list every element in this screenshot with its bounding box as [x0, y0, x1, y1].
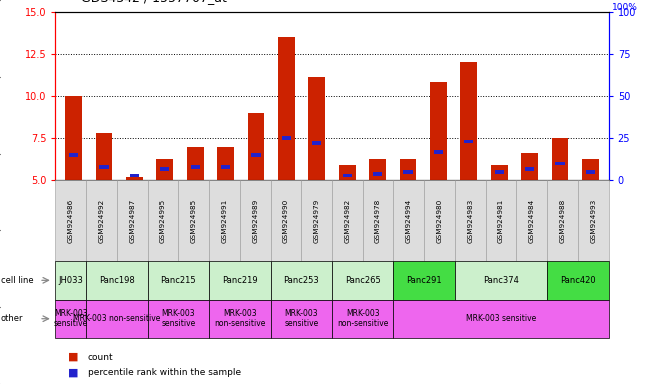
Bar	[217, 147, 234, 180]
Bar	[430, 83, 447, 180]
Text: count: count	[88, 353, 113, 362]
Text: GSM924992: GSM924992	[98, 199, 104, 243]
Bar	[495, 170, 504, 174]
Text: GSM924994: GSM924994	[406, 199, 412, 243]
Text: MRK-003
non-sensitive: MRK-003 non-sensitive	[214, 309, 266, 328]
Text: Panc420: Panc420	[560, 276, 596, 285]
Bar	[582, 159, 599, 180]
Bar	[521, 154, 538, 180]
Text: Panc253: Panc253	[283, 276, 319, 285]
Bar	[404, 170, 413, 174]
Text: GSM924981: GSM924981	[498, 199, 504, 243]
Text: GDS4342 / 1557707_at: GDS4342 / 1557707_at	[81, 0, 227, 4]
Bar	[65, 96, 82, 180]
Bar	[156, 159, 173, 180]
Bar	[373, 172, 382, 175]
Text: MRK-003
sensitive: MRK-003 sensitive	[53, 309, 88, 328]
Text: Panc219: Panc219	[222, 276, 258, 285]
Text: Panc198: Panc198	[99, 276, 135, 285]
Bar	[551, 138, 568, 180]
Text: MRK-003
non-sensitive: MRK-003 non-sensitive	[337, 309, 389, 328]
Bar	[130, 174, 139, 177]
Text: MRK-003
sensitive: MRK-003 sensitive	[161, 309, 195, 328]
Text: GSM924986: GSM924986	[68, 199, 74, 243]
Bar	[460, 62, 477, 180]
Text: GSM924978: GSM924978	[375, 199, 381, 243]
Bar	[434, 150, 443, 154]
Bar	[100, 165, 109, 169]
Text: Panc215: Panc215	[161, 276, 196, 285]
Bar	[247, 113, 264, 180]
Text: ■: ■	[68, 352, 79, 362]
Bar	[160, 167, 169, 170]
Bar	[69, 153, 78, 157]
Bar	[282, 136, 291, 140]
Text: GSM924989: GSM924989	[252, 199, 258, 243]
Bar	[221, 165, 230, 169]
Bar	[278, 37, 295, 180]
Bar	[187, 147, 204, 180]
Bar	[191, 165, 200, 169]
Text: 100%: 100%	[612, 3, 638, 12]
Text: GSM924995: GSM924995	[160, 199, 166, 243]
Text: GSM924985: GSM924985	[191, 199, 197, 243]
Text: Panc265: Panc265	[345, 276, 381, 285]
Bar	[126, 177, 143, 180]
Text: cell line: cell line	[1, 276, 33, 285]
Text: GSM924990: GSM924990	[283, 199, 289, 243]
Text: Panc374: Panc374	[483, 276, 519, 285]
Text: percentile rank within the sample: percentile rank within the sample	[88, 368, 241, 377]
Text: MRK-003
sensitive: MRK-003 sensitive	[284, 309, 318, 328]
Bar	[464, 140, 473, 144]
Bar	[400, 159, 417, 180]
Bar	[251, 153, 260, 157]
Bar	[525, 167, 534, 170]
Text: GSM924982: GSM924982	[344, 199, 350, 243]
Bar	[339, 165, 355, 180]
Bar	[342, 174, 352, 177]
Text: GSM924988: GSM924988	[560, 199, 566, 243]
Bar	[309, 78, 325, 180]
Text: MRK-003 non-sensitive: MRK-003 non-sensitive	[73, 314, 161, 323]
Text: GSM924979: GSM924979	[314, 199, 320, 243]
Text: GSM924983: GSM924983	[467, 199, 473, 243]
Bar	[586, 170, 595, 174]
Text: other: other	[1, 314, 23, 323]
Text: GSM924980: GSM924980	[437, 199, 443, 243]
Text: Panc291: Panc291	[406, 276, 442, 285]
Bar	[369, 159, 386, 180]
Bar	[312, 141, 322, 145]
Text: GSM924987: GSM924987	[129, 199, 135, 243]
Text: GSM924984: GSM924984	[529, 199, 535, 243]
Bar	[555, 162, 564, 166]
Text: GSM924991: GSM924991	[221, 199, 227, 243]
Bar	[96, 133, 113, 180]
Text: GSM924993: GSM924993	[590, 199, 596, 243]
Text: MRK-003 sensitive: MRK-003 sensitive	[466, 314, 536, 323]
Text: ■: ■	[68, 367, 79, 377]
Bar	[491, 165, 508, 180]
Text: JH033: JH033	[59, 276, 83, 285]
